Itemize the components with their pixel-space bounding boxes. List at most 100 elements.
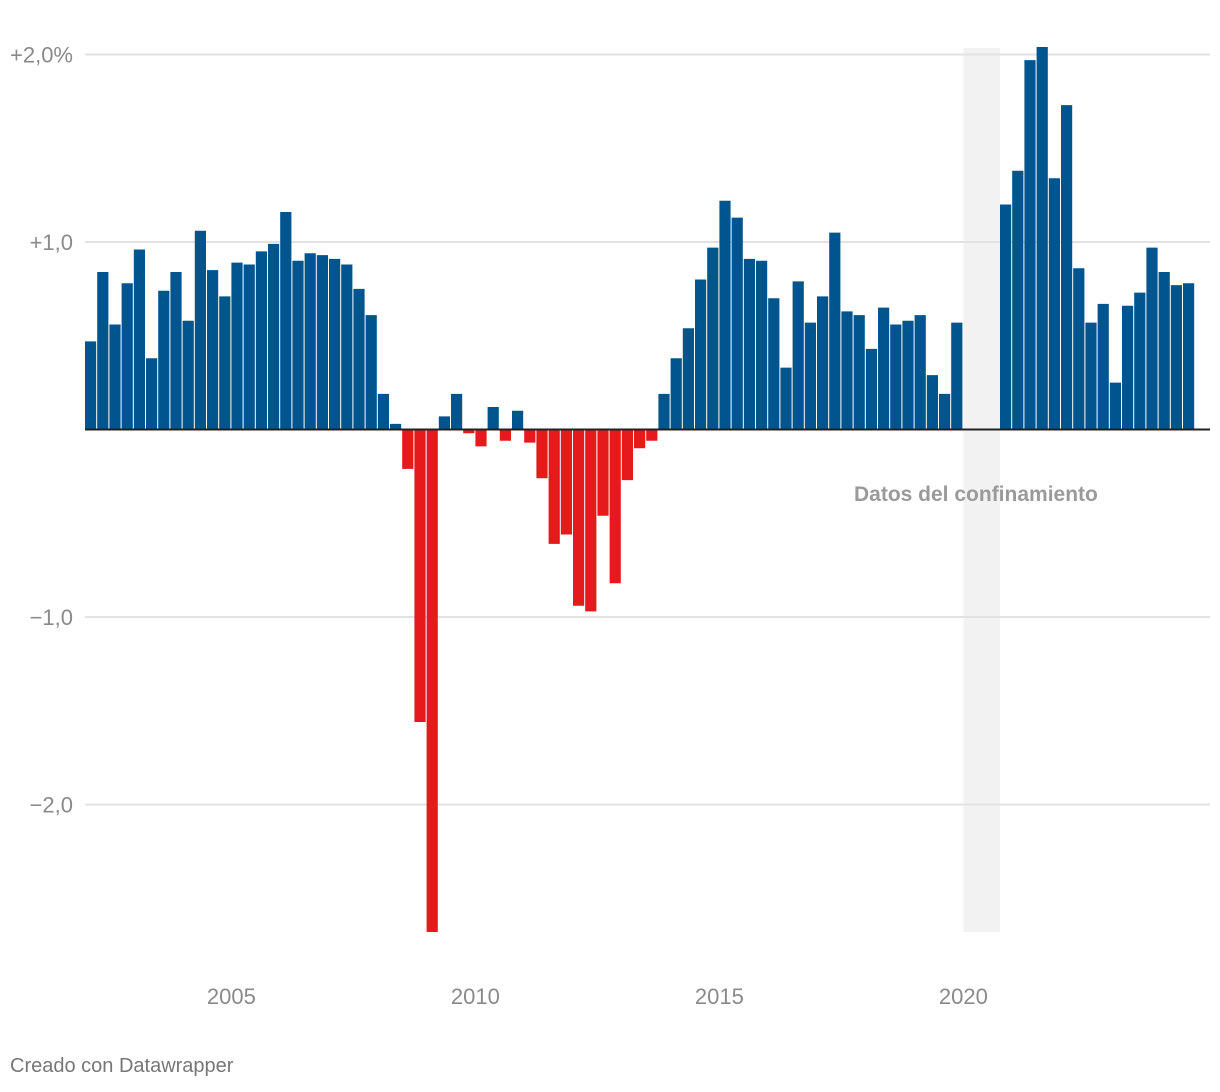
bar	[451, 393, 463, 430]
bar	[170, 272, 182, 430]
bar	[1122, 305, 1134, 430]
bar	[109, 324, 121, 430]
bar	[1024, 60, 1036, 430]
bar	[268, 243, 280, 430]
bar	[548, 429, 560, 544]
bar	[731, 217, 743, 430]
bar	[902, 320, 914, 430]
x-tick-label: 2005	[207, 984, 256, 1009]
bar	[560, 429, 572, 535]
bar	[255, 251, 267, 430]
bar	[634, 429, 646, 449]
bar	[365, 315, 377, 430]
y-tick-label: −1,0	[30, 605, 73, 630]
bar	[768, 298, 780, 430]
bar	[426, 429, 438, 932]
bar	[719, 200, 731, 430]
bar	[1146, 247, 1158, 430]
bar	[780, 367, 792, 430]
x-tick-label: 2020	[939, 984, 988, 1009]
x-tick-label: 2015	[695, 984, 744, 1009]
bar	[463, 429, 475, 434]
bar	[1000, 204, 1012, 430]
gridlines	[85, 53, 1210, 806]
bar	[146, 358, 158, 430]
bar	[512, 410, 524, 430]
bar	[756, 260, 768, 430]
bar	[316, 255, 328, 430]
bar	[1012, 170, 1024, 430]
bar	[292, 260, 304, 430]
bar	[524, 429, 536, 443]
bar	[890, 324, 902, 430]
bar	[573, 429, 585, 606]
bar	[207, 270, 219, 430]
bar	[829, 232, 841, 430]
bar	[499, 429, 511, 441]
y-tick-label: +2,0%	[10, 43, 73, 68]
bar	[646, 429, 658, 441]
bar	[1109, 382, 1121, 430]
bar	[1036, 47, 1048, 430]
bar	[487, 407, 499, 430]
bar	[817, 296, 829, 430]
bar	[438, 416, 450, 430]
y-axis-ticks: +2,0% +1,0 −1,0 −2,0	[10, 43, 73, 818]
bar	[1134, 292, 1146, 430]
lockdown-annotation: Datos del confinamiento	[854, 483, 1098, 506]
bar	[475, 429, 487, 447]
bar	[865, 348, 877, 430]
bar	[341, 264, 353, 430]
bar	[1048, 178, 1060, 430]
bar	[1085, 322, 1097, 430]
bar	[658, 393, 670, 430]
bar	[926, 375, 938, 430]
bar	[1073, 268, 1085, 430]
x-tick-label: 2010	[451, 984, 500, 1009]
bar	[353, 288, 365, 430]
bar	[1061, 105, 1073, 430]
x-axis-ticks: 2005 2010 2015 2020	[207, 984, 988, 1009]
bar	[280, 212, 292, 430]
y-tick-label: −2,0	[30, 793, 73, 818]
bar	[585, 429, 597, 612]
bar	[85, 341, 97, 430]
bar	[536, 429, 548, 479]
bar	[182, 320, 194, 430]
bar	[792, 281, 804, 430]
bar	[939, 393, 951, 430]
bar	[329, 258, 341, 430]
bar	[1170, 285, 1182, 430]
bar	[377, 393, 389, 430]
bar	[597, 429, 609, 516]
bar	[743, 258, 755, 430]
bar	[670, 358, 682, 430]
bar	[853, 315, 865, 430]
bar	[707, 247, 719, 430]
bar	[243, 264, 255, 430]
bar	[695, 279, 707, 430]
datawrapper-credit: Creado con Datawrapper	[10, 1055, 234, 1077]
lockdown-band	[963, 48, 1000, 932]
bar	[414, 429, 426, 722]
bar	[841, 311, 853, 430]
bar	[304, 253, 316, 430]
bar	[804, 322, 816, 430]
bar	[1158, 272, 1170, 430]
bar	[609, 429, 621, 584]
bar	[121, 283, 133, 430]
bar	[621, 429, 633, 481]
bar	[194, 230, 206, 430]
bar	[1097, 303, 1109, 430]
bar	[219, 296, 231, 430]
bars	[85, 47, 1195, 932]
bar	[158, 290, 170, 430]
bar	[97, 272, 109, 430]
bar	[682, 328, 694, 430]
bar	[914, 315, 926, 430]
bar	[951, 322, 963, 430]
bar	[390, 423, 402, 430]
y-tick-label: +1,0	[30, 230, 73, 255]
bar	[878, 307, 890, 430]
bar	[1183, 283, 1195, 430]
